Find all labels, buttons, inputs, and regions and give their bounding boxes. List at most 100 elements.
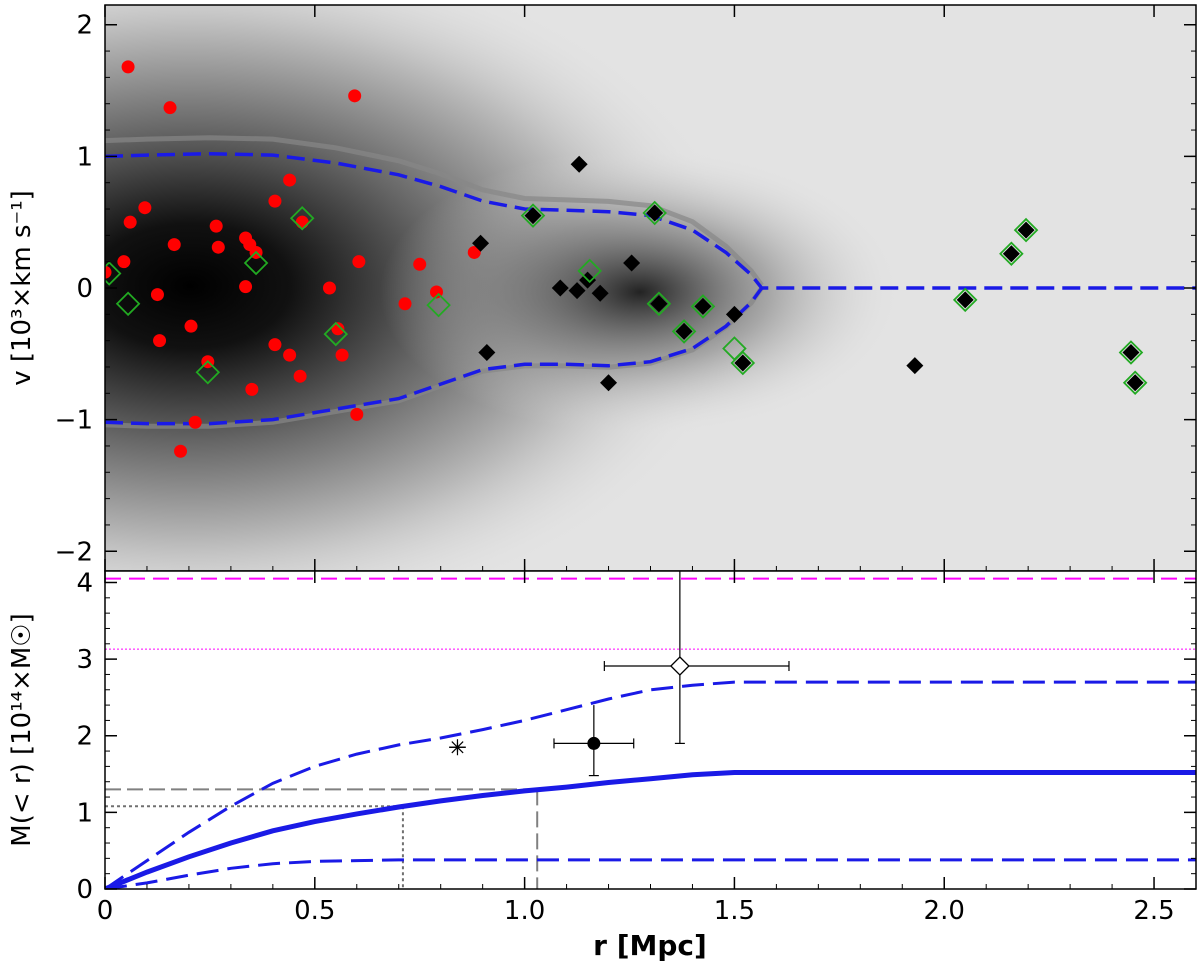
red-circle-point-32 [398,297,412,311]
top-ytick-label-0: −2 [55,537,93,567]
red-circle-point-2 [121,60,135,74]
black-diamond-point-7 [591,284,609,302]
red-circle-point-22 [283,348,297,362]
black-diamond-point-13 [694,297,712,315]
black-diamond-point-8 [600,374,618,392]
xtick-label-1: 0.5 [294,896,335,926]
galaxy-points [105,60,1148,458]
top-ytick-label-2: 0 [76,274,93,304]
gray-reference-lines [105,788,539,889]
black-diamond-point-17 [956,291,974,309]
green-open-diamond-point-3 [243,250,269,276]
asterisk-marker [449,739,466,756]
bot-ytick-label-1: 1 [76,798,93,828]
red-circle-point-0 [105,265,112,279]
red-circle-point-35 [467,245,481,259]
red-circle-point-5 [150,288,164,302]
x-axis-label: r [Mpc] [593,929,707,962]
bot-ytick-label-2: 2 [76,722,93,752]
black-diamond-point-3 [551,279,569,297]
red-circle-point-6 [153,334,167,348]
asterisk-stroke [451,741,464,754]
red-circle-point-8 [167,238,181,252]
red-circle-point-33 [413,257,427,271]
black-diamond-point-20 [1122,343,1140,361]
xtick-label-4: 2.0 [924,896,965,926]
green-open-diamond-point-6 [426,292,451,318]
caustic-lower [105,286,764,426]
red-circle-point-25 [295,215,309,229]
green-open-diamond-point-14 [730,350,756,376]
top-ytick-label-4: 2 [76,11,93,41]
red-circle-point-29 [348,89,362,103]
black-diamond-point-19 [1017,221,1035,239]
gray-upper-contour [105,135,764,287]
black-diamond-point-2 [524,207,542,225]
bot-ytick-label-4: 4 [76,568,93,598]
xtick-label-0: 0 [97,896,114,926]
red-circle-point-28 [335,348,349,362]
red-circle-point-16 [239,280,253,294]
green-open-diamond-point-2 [195,359,221,385]
red-circle-point-10 [184,319,198,333]
bottom-y-ticks: 0 1 2 3 4 [76,568,1196,905]
red-circle-point-26 [322,281,336,295]
black-diamond-point-0 [472,234,490,252]
red-circle-point-23 [283,173,297,187]
red-circle-point-20 [268,194,282,208]
green-open-diamond-point-9 [642,200,667,226]
black-diamond-point-11 [650,295,668,313]
xtick-label-3: 1.5 [714,896,755,926]
top-ytick-label-1: −1 [55,406,93,436]
mass-estimate-points [449,571,790,777]
velocity-panel: −2 −1 0 1 2 v [10³×km s⁻¹] [7,4,1197,572]
mass-profile-lines [105,680,1196,889]
top-y-axis-label: v [10³×km s⁻¹] [7,190,37,386]
black-diamond-point-4 [568,282,586,300]
red-circle-point-27 [331,322,345,336]
black-diamond-point-9 [623,254,641,272]
xtick-label-5: 2.5 [1133,896,1174,926]
green-open-diamond-point-16 [999,241,1024,267]
caustic-lines [105,151,1196,426]
bot-ytick-label-0: 0 [76,875,93,905]
mass-series-1 [105,680,1196,889]
green-open-diamond-point-19 [1122,370,1148,396]
red-circle-point-7 [163,101,177,115]
green-open-diamond-point-12 [690,294,716,319]
black-diamond-point-1 [478,343,496,361]
filled-circle-marker [587,736,601,750]
mass-series-0 [105,770,1196,889]
horizontal-reference-lines [105,577,1196,650]
xtick-label-2: 1.0 [504,896,545,926]
green-open-diamond-point-0 [105,261,122,286]
red-circle-point-9 [174,444,188,458]
bottom-y-axis-label: M(< r) [10¹⁴×M☉] [7,613,37,846]
green-open-diamond-point-10 [646,291,672,317]
bot-ytick-label-3: 3 [76,645,93,675]
black-diamond-point-15 [734,354,752,372]
red-circle-point-1 [117,255,131,269]
green-open-diamond-point-4 [289,205,315,231]
black-diamond-point-18 [1002,245,1020,263]
top-y-ticks: −2 −1 0 1 2 [55,5,1196,571]
green-open-diamond-point-11 [671,319,697,344]
open-diamond-marker [669,656,690,676]
black-diamond-point-10 [646,204,664,222]
top-ytick-label-3: 1 [76,142,93,172]
black-diamond-point-21 [1126,374,1144,392]
green-open-diamond-point-15 [952,287,978,313]
green-open-diamond-point-1 [115,291,141,317]
red-circle-point-13 [209,219,223,233]
bottom-x-ticks: 0 0.5 1.0 1.5 2.0 2.5 [97,566,1175,926]
green-open-diamond-point-5 [323,321,349,347]
black-diamond-point-5 [570,155,588,173]
red-circle-point-24 [293,369,307,383]
red-circle-point-4 [138,201,152,215]
red-circle-point-30 [350,407,364,421]
black-diamond-point-16 [906,357,924,375]
black-diamond-point-14 [725,305,743,323]
red-circle-point-11 [188,415,202,429]
